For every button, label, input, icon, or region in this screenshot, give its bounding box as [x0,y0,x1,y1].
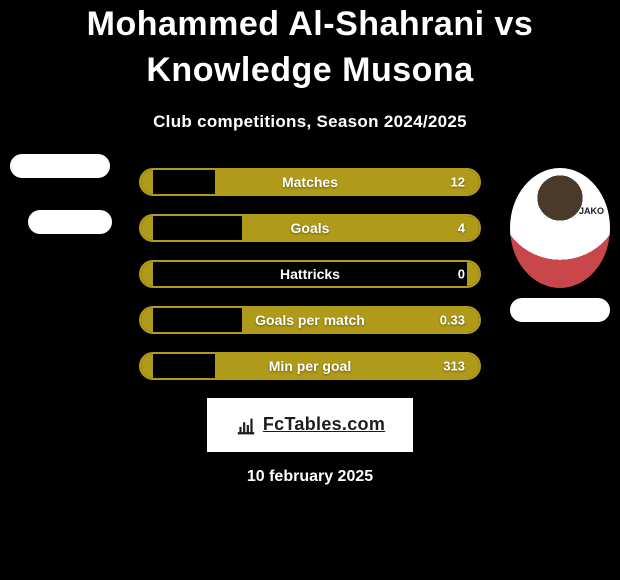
stat-fill-right [215,170,479,194]
comparison-body: JAKO Matches 12 Goals 4 Hattricks 0 [0,168,620,486]
stat-row-goals-per-match: Goals per match 0.33 [139,306,481,334]
player-right-name-pill [510,298,610,322]
stat-bars: Matches 12 Goals 4 Hattricks 0 Goals per… [139,168,481,380]
stat-fill-right [467,262,479,286]
stat-fill-right [242,216,479,240]
footer-date: 10 february 2025 [0,468,620,486]
stat-fill-right [215,354,479,378]
brand-label: FcTables.com [263,414,385,435]
player-left [10,154,112,234]
stat-fill-left [141,216,153,240]
stat-row-min-per-goal: Min per goal 313 [139,352,481,380]
stat-fill-left [141,354,153,378]
bar-chart-icon [235,414,257,436]
kit-sponsor-label: JAKO [579,206,604,216]
stat-label: Hattricks [141,266,479,282]
player-left-name-pill-1 [10,154,110,178]
stat-fill-left [141,308,153,332]
player-right: JAKO [510,168,610,322]
stat-fill-left [141,170,153,194]
stat-row-matches: Matches 12 [139,168,481,196]
subtitle: Club competitions, Season 2024/2025 [0,112,620,132]
player-right-avatar: JAKO [510,168,610,288]
page-title: Mohammed Al-Shahrani vs Knowledge Musona [0,2,620,94]
stat-fill-right [242,308,479,332]
stat-fill-left [141,262,153,286]
stat-value-right: 0 [458,266,465,281]
comparison-card: Mohammed Al-Shahrani vs Knowledge Musona… [0,0,620,580]
stat-row-goals: Goals 4 [139,214,481,242]
stat-row-hattricks: Hattricks 0 [139,260,481,288]
player-left-name-pill-2 [28,210,112,234]
brand-link[interactable]: FcTables.com [207,398,413,452]
